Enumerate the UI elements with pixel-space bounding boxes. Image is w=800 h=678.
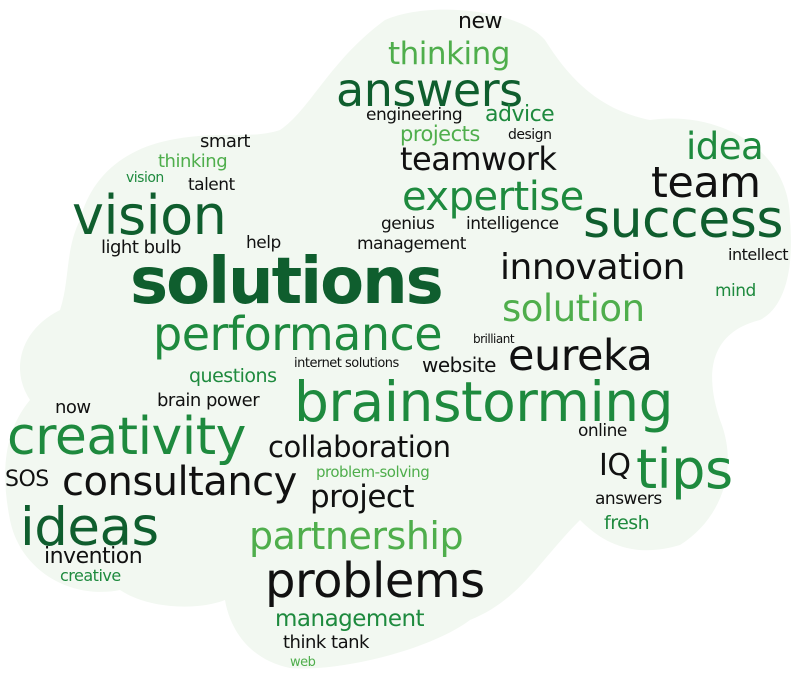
word-project: project <box>310 479 415 515</box>
word-success: success <box>583 190 783 250</box>
word-eureka: eureka <box>508 331 653 381</box>
word-tips: tips <box>636 438 733 501</box>
word-thinking-small: thinking <box>158 151 228 172</box>
word-expertise: expertise <box>402 174 584 220</box>
word-projects: projects <box>400 122 480 146</box>
word-iq: IQ <box>599 448 631 483</box>
word-answers: answers <box>336 63 523 117</box>
word-thinking: thinking <box>388 36 510 72</box>
word-consultancy: consultancy <box>62 459 297 505</box>
word-idea: idea <box>686 125 764 168</box>
word-problems: problems <box>265 553 485 609</box>
word-fresh: fresh <box>604 512 650 534</box>
word-think-tank: think tank <box>283 632 369 653</box>
word-management-green: management <box>275 606 425 632</box>
word-advice: advice <box>485 102 555 127</box>
word-brilliant: brilliant <box>473 332 515 346</box>
word-ideas: ideas <box>20 497 159 558</box>
word-partnership: partnership <box>249 514 464 558</box>
word-problem-solving: problem-solving <box>316 463 430 481</box>
word-new: new <box>458 9 502 34</box>
word-now: now <box>55 397 91 418</box>
word-solution: solution <box>502 287 645 330</box>
word-genius: genius <box>381 214 435 234</box>
word-web: web <box>290 655 316 670</box>
word-solutions: solutions <box>130 245 444 319</box>
word-invention: invention <box>44 544 143 569</box>
word-management: management <box>357 234 466 254</box>
word-smart: smart <box>200 131 250 152</box>
word-design: design <box>508 127 552 143</box>
word-engineering: engineering <box>366 105 463 125</box>
word-mind: mind <box>715 281 756 301</box>
word-intellect: intellect <box>728 245 789 264</box>
word-brain-power: brain power <box>157 390 260 411</box>
word-light-bulb: light bulb <box>101 237 181 258</box>
word-performance: performance <box>153 307 443 361</box>
word-vision: vision <box>72 184 227 247</box>
word-website: website <box>422 353 496 377</box>
word-sos: SOS <box>5 467 49 492</box>
word-intelligence: intelligence <box>466 214 559 234</box>
word-creative: creative <box>60 566 121 585</box>
word-teamwork: teamwork <box>400 140 557 178</box>
word-online: online <box>578 421 627 441</box>
word-vision-small: vision <box>126 170 164 186</box>
word-answers-small: answers <box>595 489 662 509</box>
word-team: team <box>651 158 761 208</box>
word-creativity: creativity <box>7 407 246 467</box>
word-questions: questions <box>189 365 277 387</box>
word-talent: talent <box>188 175 235 195</box>
word-collaboration: collaboration <box>268 430 451 464</box>
word-help: help <box>246 233 281 253</box>
word-internet-solutions: internet solutions <box>294 356 399 371</box>
word-innovation: innovation <box>500 247 685 288</box>
cloud-shape <box>5 9 791 669</box>
word-brainstorming: brainstorming <box>294 370 674 434</box>
